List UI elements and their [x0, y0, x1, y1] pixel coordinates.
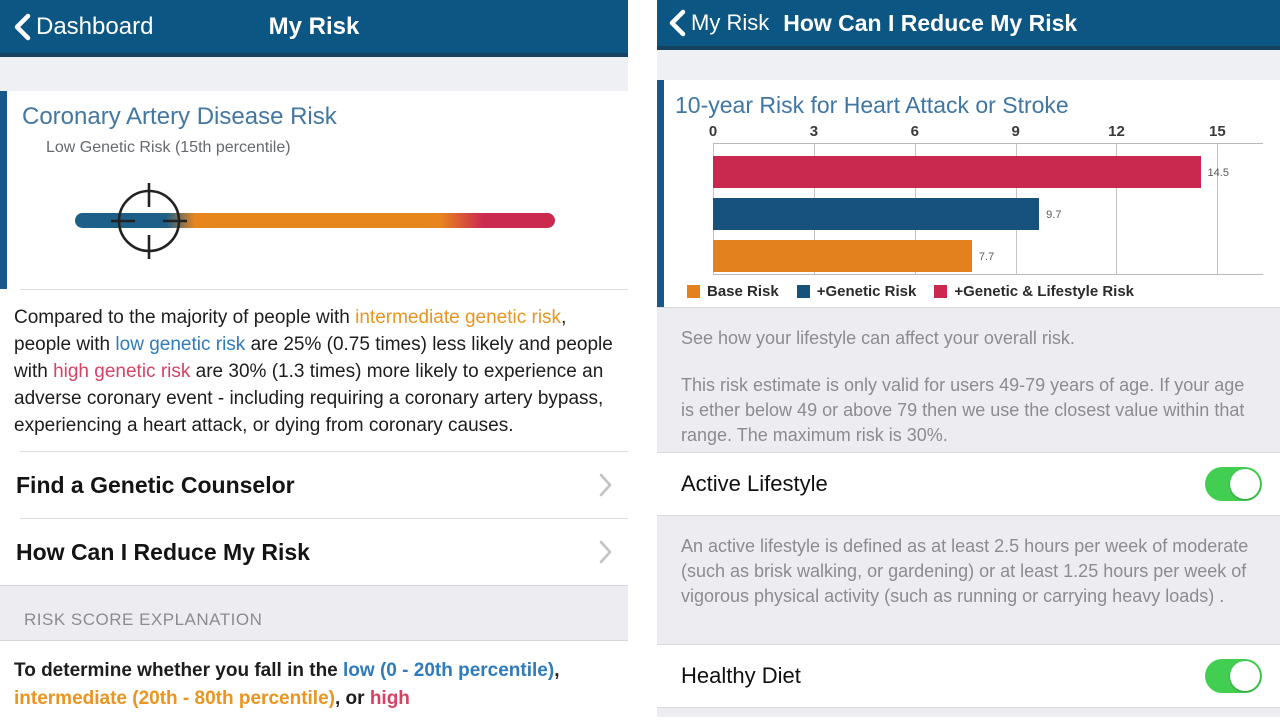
legend-label: +Genetic & Lifestyle Risk [954, 283, 1135, 300]
screen-my-risk: Dashboard My Risk Coronary Artery Diseas… [0, 0, 628, 720]
genetic-risk-gauge [22, 157, 612, 277]
legend-label: Base Risk [707, 283, 779, 300]
info-line-1: See how your lifestyle can affect your o… [681, 328, 1075, 348]
card-accent-stripe [657, 80, 664, 307]
back-button[interactable]: My Risk [667, 9, 769, 37]
section-header-label: RISK SCORE EXPLANATION [24, 610, 263, 629]
active-lifestyle-toggle[interactable] [1205, 467, 1262, 501]
legend-item: +Genetic & Lifestyle Risk [934, 283, 1134, 300]
legend-label: +Genetic Risk [816, 283, 917, 300]
gridline [1116, 144, 1118, 274]
legend-item: +Genetic Risk [796, 283, 917, 300]
chevron-right-icon [599, 540, 612, 564]
menu-item-label: Find a Genetic Counselor [16, 471, 295, 498]
divider [20, 518, 628, 519]
card-accent-stripe [0, 91, 7, 289]
x-tick-label: 3 [809, 123, 819, 140]
risk-comparison-paragraph: Compared to the majority of people with … [14, 307, 613, 436]
screen-reduce-risk: My Risk How Can I Reduce My Risk 10-year… [657, 0, 1280, 720]
healthy-diet-toggle[interactable] [1205, 659, 1262, 693]
legend-swatch [796, 285, 810, 298]
lifestyle-info-panel: See how your lifestyle can affect your o… [657, 307, 1280, 453]
back-chevron-icon [14, 13, 31, 40]
x-tick-label: 9 [1011, 123, 1020, 140]
chart-x-axis-ticks: 0 3 6 9 12 15 [709, 123, 1263, 143]
toggle-label: Healthy Diet [681, 663, 801, 688]
risk-chart-card: 10-year Risk for Heart Attack or Stroke … [657, 80, 1280, 307]
active-lifestyle-description-panel: An active lifestyle is defined as at lea… [657, 515, 1280, 645]
bar-base-risk [713, 240, 972, 272]
back-button[interactable]: Dashboard [12, 13, 153, 41]
risk-score-explanation-paragraph: To determine whether you fall in the low… [14, 660, 560, 709]
bar--genetic-lifestyle-risk [713, 156, 1201, 188]
back-label[interactable]: Dashboard [36, 12, 154, 40]
risk-gauge-bar [75, 213, 555, 228]
bar-value-label: 9.7 [1046, 209, 1062, 221]
spacer [657, 50, 1280, 80]
chart-legend: Base Risk +Genetic Risk +Genetic & Lifesty… [687, 283, 1266, 300]
spacer [0, 57, 628, 91]
active-lifestyle-description: An active lifestyle is defined as at lea… [681, 536, 1249, 606]
x-tick-label: 0 [708, 123, 718, 140]
x-tick-label: 15 [1209, 123, 1226, 140]
bar-chart: 0 3 6 9 12 15 14.5 9.7 7.7 [709, 123, 1263, 275]
bar-value-label: 7.7 [978, 251, 995, 263]
back-label[interactable]: My Risk [691, 10, 770, 35]
toggle-row-active-lifestyle: Active Lifestyle [657, 453, 1280, 515]
risk-card: Coronary Artery Disease Risk Low Genetic… [0, 91, 628, 289]
menu-item-find-genetic-counselor[interactable]: Find a Genetic Counselor [0, 452, 628, 518]
next-panel-edge [657, 707, 1280, 717]
gridline [1217, 144, 1219, 274]
legend-swatch [687, 285, 700, 298]
toggle-label: Active Lifestyle [681, 471, 828, 496]
crosshair-marker-icon [111, 183, 188, 259]
x-tick-label: 6 [910, 123, 919, 140]
section-header-risk-score-explanation: RISK SCORE EXPLANATION [0, 585, 628, 641]
risk-card-title: Coronary Artery Disease Risk [22, 103, 337, 130]
navbar: Dashboard My Risk [0, 0, 628, 57]
chevron-right-icon [599, 473, 612, 497]
x-tick-label: 12 [1108, 123, 1125, 140]
risk-card-subtitle: Low Genetic Risk (15th percentile) [46, 139, 291, 156]
bar-value-label: 14.5 [1207, 167, 1229, 179]
divider [20, 451, 628, 452]
toggle-knob [1230, 661, 1260, 691]
menu-item-how-reduce-risk[interactable]: How Can I Reduce My Risk [0, 519, 628, 585]
legend-swatch [934, 285, 948, 298]
divider [20, 289, 628, 290]
info-line-2: This risk estimate is only valid for use… [681, 375, 1245, 445]
navbar: My Risk How Can I Reduce My Risk [657, 0, 1280, 50]
toggle-knob [1230, 469, 1260, 499]
chart-title: 10-year Risk for Heart Attack or Stroke [675, 92, 1069, 118]
page-title: How Can I Reduce My Risk [783, 9, 1078, 36]
chart-plot-area: 14.5 9.7 7.7 [713, 143, 1263, 275]
back-chevron-icon [669, 9, 686, 37]
bar--genetic-risk [713, 198, 1040, 230]
menu-item-label: How Can I Reduce My Risk [16, 538, 310, 565]
toggle-row-healthy-diet: Healthy Diet [657, 645, 1280, 707]
legend-item: Base Risk [687, 283, 779, 300]
